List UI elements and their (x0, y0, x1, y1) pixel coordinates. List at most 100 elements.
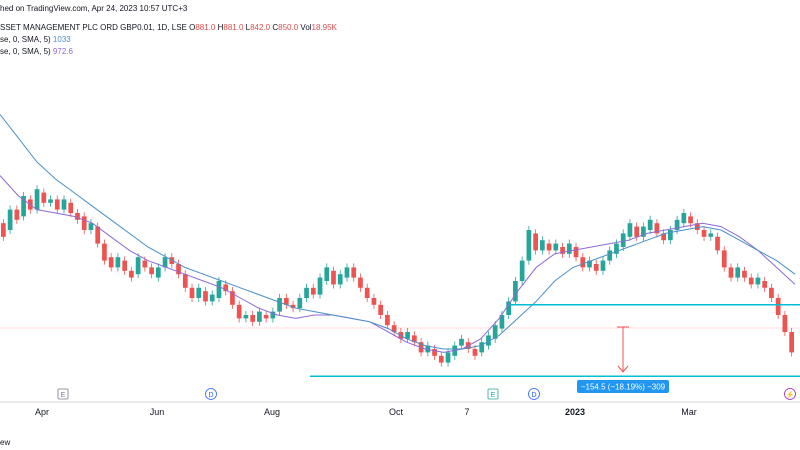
earnings-marker[interactable] (57, 388, 69, 400)
candle-body (41, 192, 47, 203)
candle-body (782, 315, 788, 332)
event-marker[interactable] (528, 388, 540, 400)
high-label: H (217, 23, 224, 32)
candle-body (155, 267, 161, 278)
candle-body (607, 250, 613, 261)
candle-body (459, 338, 464, 346)
candle-body (209, 294, 215, 302)
candle-body (681, 213, 687, 224)
time-axis-tick: 2023 (565, 407, 585, 417)
candle-body (68, 202, 74, 213)
publish-info: hed on TradingView.com, Apr 24, 2023 10:… (0, 4, 188, 13)
time-axis-tick: Apr (35, 407, 49, 417)
event-marker-label: D (208, 392, 213, 399)
sma-legend-2: se, 0, SMA, 5) 972.6 (0, 47, 73, 56)
candle-body (755, 277, 761, 285)
candle-body (405, 332, 410, 339)
candle-body (472, 349, 478, 356)
candle-body (432, 349, 437, 356)
candle-body (216, 281, 222, 298)
event-marker-label: E (61, 392, 66, 399)
candle-body (627, 223, 633, 237)
candle-body (735, 267, 741, 278)
sma-line (0, 114, 796, 350)
candle-body (34, 189, 40, 210)
earnings-marker[interactable] (487, 388, 499, 400)
candle-body (506, 301, 512, 315)
candle-body (694, 223, 700, 230)
candle-body (385, 315, 390, 326)
time-axis-tick: Oct (389, 407, 404, 417)
candle-body (75, 213, 80, 220)
candle-body (324, 267, 330, 281)
candle-body (14, 209, 20, 220)
candle-body (304, 287, 309, 298)
candle-body (661, 233, 666, 241)
candle-body (620, 233, 626, 247)
time-axis-tick: Aug (264, 407, 280, 417)
candle-body (196, 287, 202, 298)
candle-body (378, 304, 384, 315)
candle-body (587, 260, 592, 268)
volume-value: 18.95K (311, 23, 337, 32)
candle-body (688, 216, 693, 224)
candle-body (142, 260, 148, 268)
symbol-name: SSET MANAGEMENT PLC ORD GBP0.01, 1D, LSE (0, 23, 187, 32)
candle-body (81, 216, 87, 230)
candle-body (593, 264, 599, 271)
candle-body (742, 270, 747, 278)
candle-body (573, 247, 579, 258)
open-label: O (189, 23, 196, 32)
measure-label: −154.5 (−18.19%) −309 (581, 383, 666, 392)
event-marker[interactable] (784, 388, 796, 400)
candle-body (344, 267, 350, 278)
candle-body (553, 243, 559, 251)
candle-body (438, 355, 444, 363)
candle-body (263, 315, 269, 319)
candle-body (129, 270, 134, 278)
candle-body (1, 223, 6, 237)
candle-body (297, 298, 303, 309)
candle-body (250, 315, 256, 322)
candle-body (371, 298, 377, 305)
candle-body (135, 257, 141, 275)
candle-body (526, 230, 532, 261)
candle-body (223, 284, 229, 292)
candle-body (115, 257, 121, 268)
candle-body (317, 277, 323, 295)
candle-body (310, 287, 316, 295)
candle-body (351, 267, 357, 278)
candle-body (499, 315, 505, 329)
candle-body (492, 325, 498, 339)
candle-body (789, 332, 794, 353)
candle-body (7, 209, 13, 230)
candle-body (162, 257, 168, 268)
candle-body (641, 226, 646, 237)
candle-body (580, 257, 586, 268)
candle-body (560, 247, 565, 254)
candle-body (411, 335, 417, 343)
sma2-label: se, 0, SMA, 5) (0, 47, 51, 56)
candle-body (122, 260, 127, 271)
sma1-label: se, 0, SMA, 5) (0, 35, 51, 44)
candle-body (182, 274, 188, 288)
candle-body (614, 243, 619, 254)
candle-body (61, 199, 67, 210)
candle-body (533, 233, 538, 251)
candle-body (270, 311, 276, 319)
candle-body (708, 233, 714, 237)
candle-body (108, 257, 114, 268)
candle-body (176, 264, 181, 275)
event-marker-label: ⚡ (786, 390, 795, 399)
candle-body (337, 274, 343, 285)
candle-body (277, 298, 282, 312)
candle-body (647, 219, 653, 230)
event-marker[interactable] (205, 388, 217, 400)
candle-body (236, 304, 242, 319)
sma-legend-1: se, 0, SMA, 5) 1033 (0, 35, 71, 44)
candle-body (48, 199, 53, 203)
time-axis-tick: Mar (681, 407, 697, 417)
candle-body (748, 277, 754, 285)
candle-body (701, 230, 707, 237)
